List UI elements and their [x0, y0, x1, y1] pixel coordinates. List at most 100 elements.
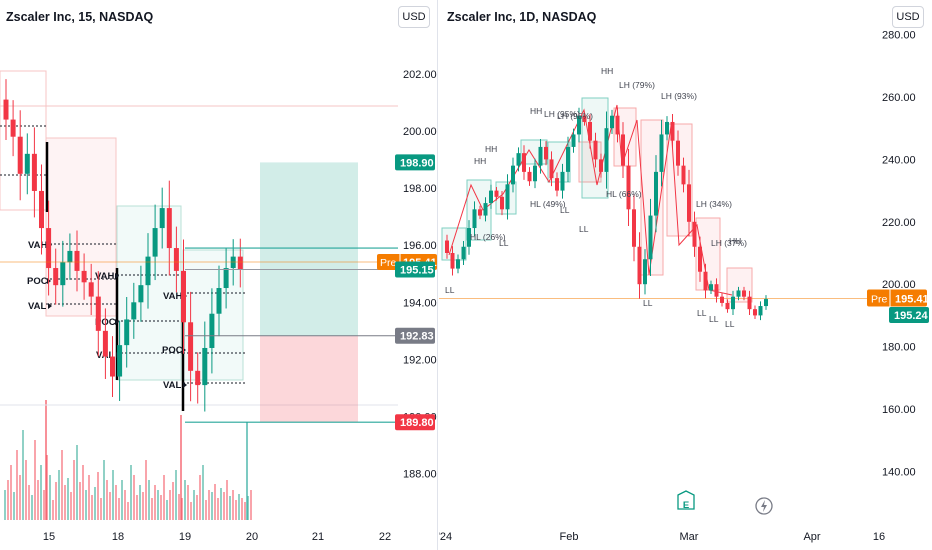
stop-price-tag: 189.80 [400, 417, 434, 429]
structure-label: LL [579, 224, 589, 234]
volume-bar [28, 485, 30, 520]
price-tick-label: 140.00 [882, 466, 916, 478]
structure-label: HL (66%) [606, 189, 642, 199]
volume-bar [229, 496, 231, 520]
right-candle [527, 171, 532, 182]
left-candle [110, 356, 115, 377]
left-chart-canvas[interactable]: VAHPOCVALVAHPOCVALVAHPOCVAL202.00200.001… [0, 0, 438, 550]
right-candle [659, 134, 664, 172]
right-candle [670, 121, 675, 141]
left-currency-button[interactable]: USD [398, 6, 430, 28]
volume-bar [91, 495, 93, 520]
volume-bar [220, 488, 222, 520]
volume-bar [7, 480, 9, 520]
volume-bar [118, 498, 120, 520]
structure-label: LH (37%) [711, 238, 747, 248]
date-tick-label: Feb [560, 531, 579, 543]
volume-bar [22, 430, 24, 520]
volume-bar [139, 485, 141, 520]
profile-arrow [48, 303, 52, 309]
right-chart-title: Zscaler Inc, 1D, NASDAQ [447, 10, 597, 24]
volume-bar [235, 500, 237, 520]
position-loss-zone [260, 335, 358, 423]
left-candle [223, 268, 229, 289]
volume-bar [43, 490, 45, 520]
date-tick-label: Apr [803, 531, 820, 543]
volume-bar [238, 494, 240, 520]
right-currency-button[interactable]: USD [892, 6, 924, 28]
date-tick-label: 15 [43, 531, 55, 543]
structure-label: LL [697, 308, 707, 318]
right-candle [599, 159, 603, 172]
profile-arrow [183, 382, 187, 388]
volume-bar [241, 498, 243, 520]
date-tick-label: 22 [379, 531, 391, 543]
structure-label: LH (93%) [661, 91, 697, 101]
volume-bar [55, 482, 57, 520]
right-candle [560, 171, 565, 191]
left-chart-pane[interactable]: Zscaler Inc, 15, NASDAQ USD VAH POC VAL VAH… [0, 0, 438, 550]
price-tick-label: 194.00 [403, 297, 437, 309]
structure-label: HH [601, 66, 613, 76]
right-candle [511, 165, 515, 185]
right-candle [714, 284, 719, 297]
volume-bar [250, 490, 252, 520]
volume-bar [190, 502, 192, 520]
volume-bar [187, 485, 189, 520]
price-tick-label: 220.00 [882, 217, 916, 229]
volume-bar [73, 460, 75, 520]
price-tick-label: 160.00 [882, 404, 916, 416]
right-candle [604, 128, 609, 172]
volume-bar [124, 490, 126, 520]
right-candle [703, 271, 708, 291]
pre-market-label: Pre [871, 294, 888, 306]
profile-label: VAL [28, 301, 46, 312]
right-candle [753, 309, 757, 316]
left-candle [145, 256, 151, 286]
left-candle [88, 282, 94, 297]
right-candle [676, 140, 680, 166]
volume-bar [58, 470, 60, 520]
right-candle [494, 190, 499, 197]
volume-bar [178, 494, 180, 520]
left-candle [102, 330, 108, 357]
left-candle [17, 136, 23, 174]
volume-bar [61, 450, 63, 520]
volume-bar [52, 500, 54, 520]
profile-arrow [115, 319, 119, 325]
volume-bar [205, 500, 207, 520]
right-candle [467, 228, 471, 247]
last-price-tag: 195.24 [894, 310, 929, 322]
volume-bar [109, 492, 111, 520]
price-tick-label: 196.00 [403, 240, 437, 252]
volume-bar [166, 500, 168, 520]
volume-bar [88, 475, 90, 520]
left-candle [202, 347, 208, 386]
left-candle [209, 313, 215, 348]
right-candle [555, 178, 559, 191]
volume-bar [172, 482, 174, 520]
stop-tag-bg [395, 414, 435, 431]
left-candle [159, 208, 165, 229]
left-candle [181, 270, 186, 323]
right-candle [720, 296, 724, 303]
volume-bar [157, 490, 159, 520]
price-tick-label: 240.00 [882, 154, 916, 166]
right-candle [549, 159, 554, 179]
right-candle [742, 290, 746, 297]
volume-bar [19, 475, 21, 520]
left-candle [166, 208, 172, 249]
left-candle [31, 153, 37, 191]
date-tick-label: 20 [246, 531, 258, 543]
right-candle [610, 115, 614, 129]
right-chart-pane[interactable]: LL HL (26%) LL HH HH HL (49%) LL HH LH (95%) LH (… [439, 0, 932, 550]
last-tag-bg [395, 261, 435, 278]
right-candle [632, 209, 636, 247]
left-candle [39, 190, 44, 229]
left-candle [95, 296, 101, 331]
right-candle [665, 121, 669, 135]
left-candle [10, 119, 16, 137]
price-tick-label: 260.00 [882, 92, 916, 104]
right-candle [709, 284, 713, 291]
